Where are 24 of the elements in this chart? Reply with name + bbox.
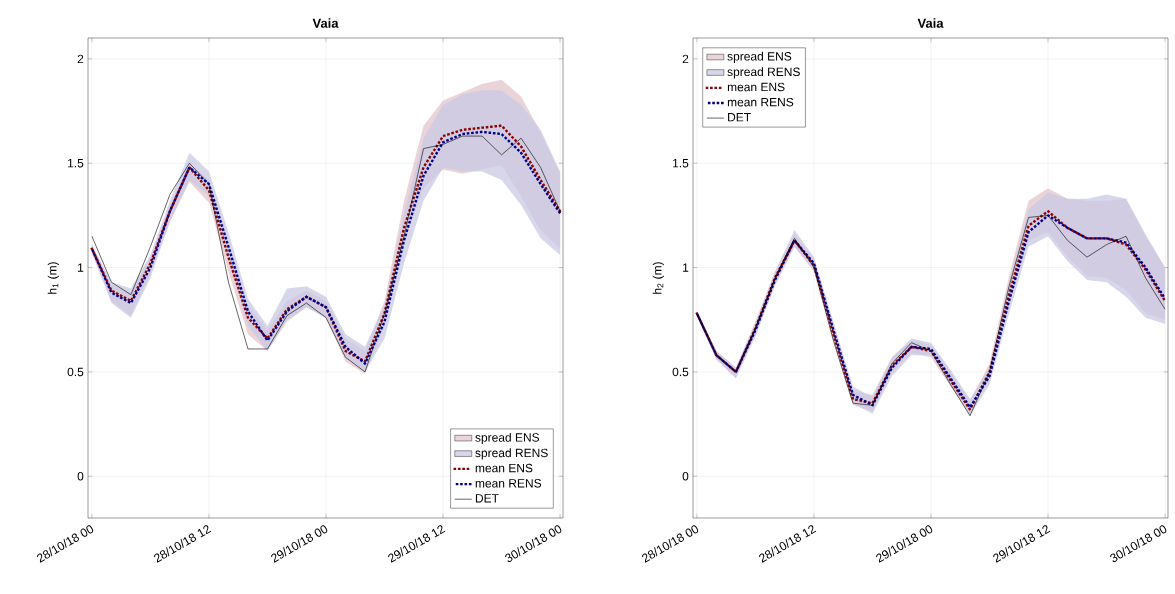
y-tick-label: 2 (682, 54, 689, 64)
y-tick-label: 0 (682, 472, 689, 481)
legend-label: spread RENS (727, 67, 800, 79)
legend-label: mean RENS (475, 479, 542, 488)
legend-label: spread RENS (475, 448, 548, 460)
y-tick-label: 0 (77, 472, 84, 481)
y-tick-label: 1 (78, 263, 84, 272)
y-tick-label: 0.5 (67, 367, 84, 377)
y-tick-label: 1 (683, 263, 689, 272)
y-tick-label: 2 (77, 54, 84, 64)
y-axis-title: h$_{1}$ (m) (47, 262, 59, 294)
legend-label: spread ENS (475, 432, 540, 445)
chart-title: Vaia (917, 18, 944, 28)
y-tick-label: 1.5 (68, 159, 84, 168)
y-tick-label: 0.5 (672, 367, 689, 377)
y-tick-label: 1.5 (673, 159, 689, 168)
legend-label: mean ENS (475, 463, 533, 473)
legend-label: mean ENS (727, 82, 785, 92)
legend-label: spread ENS (727, 51, 792, 63)
y-axis-title: h$_{2}$ (m) (652, 262, 664, 294)
chart-title: Vaia (312, 18, 339, 28)
legend-label: DET (475, 494, 499, 503)
legend-label: mean RENS (727, 97, 794, 107)
legend-label: DET (728, 113, 751, 122)
